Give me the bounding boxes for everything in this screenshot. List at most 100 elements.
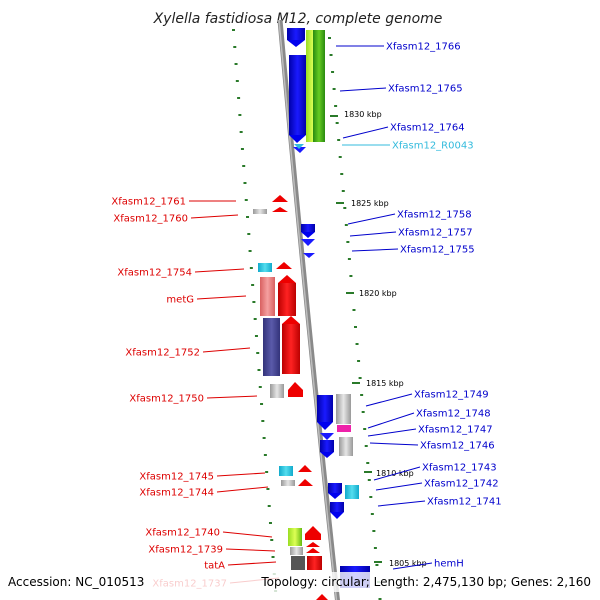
gene-label-forward[interactable]: Xfasm12_1743 xyxy=(373,463,497,481)
gene-feature-1765[interactable] xyxy=(289,55,306,143)
gene-feature-1744[interactable] xyxy=(281,479,313,486)
leader-line xyxy=(194,268,245,273)
gene-feature-1750[interactable] xyxy=(288,382,303,397)
gene-label-forward[interactable]: Xfasm12_1749 xyxy=(365,390,489,407)
gene-label-text[interactable]: Xfasm12_1747 xyxy=(418,425,493,436)
gene-feature-1746[interactable] xyxy=(320,433,353,458)
gene-feature-arrow[interactable] xyxy=(298,465,312,472)
gene-feature-1760[interactable] xyxy=(253,207,288,214)
gene-label-text[interactable]: Xfasm12_1750 xyxy=(129,394,204,405)
gene-label-text[interactable]: hemH xyxy=(434,559,464,570)
gene-label-text[interactable]: Xfasm12_1746 xyxy=(420,441,495,452)
gene-feature-tata[interactable] xyxy=(290,547,303,555)
kbp-mark: 1805 kbp xyxy=(374,559,427,568)
gene-label-text[interactable]: Xfasm12_R0043 xyxy=(392,141,474,152)
gene-label-forward[interactable]: Xfasm12_1755 xyxy=(351,245,475,256)
gene-label-forward[interactable]: Xfasm12_1766 xyxy=(336,42,461,53)
leader-line xyxy=(369,442,419,446)
gene-feature-1758[interactable] xyxy=(301,224,315,238)
kbp-mark: 1825 kbp xyxy=(336,199,389,208)
gene-label-text[interactable]: Xfasm12_1760 xyxy=(113,214,188,225)
gene-label-reverse[interactable]: Xfasm12_1754 xyxy=(117,268,245,279)
gene-label-text[interactable]: Xfasm12_1766 xyxy=(386,42,461,53)
gene-feature-1745[interactable] xyxy=(279,466,293,476)
gene-feature-1752-purple[interactable] xyxy=(263,318,280,376)
gene-label-reverse[interactable]: Xfasm12_1739 xyxy=(148,545,276,556)
leader-line xyxy=(351,248,399,252)
gene-label-reverse[interactable]: Xfasm12_1760 xyxy=(113,214,239,225)
gene-label-reverse[interactable]: tatA xyxy=(204,561,277,572)
gene-label-forward[interactable]: Xfasm12_1747 xyxy=(367,425,493,437)
gene-label-reverse[interactable]: Xfasm12_1740 xyxy=(145,528,273,539)
gene-feature-1749[interactable] xyxy=(317,395,333,430)
gene-label-text[interactable]: Xfasm12_1742 xyxy=(424,479,499,490)
gene-feature-1737[interactable] xyxy=(291,556,322,570)
gene-label-forward[interactable]: Xfasm12_1765 xyxy=(339,84,463,95)
gene-label-text[interactable]: Xfasm12_1743 xyxy=(422,463,497,474)
gene-label-text[interactable]: Xfasm12_1765 xyxy=(388,84,463,95)
svg-text:1825 kbp: 1825 kbp xyxy=(351,199,389,208)
gene-feature-1747[interactable] xyxy=(337,425,351,432)
gene-label-text[interactable]: Xfasm12_1745 xyxy=(139,472,214,483)
gene-label-forward[interactable]: Xfasm12_1742 xyxy=(375,479,499,491)
gene-label-text[interactable]: Xfasm12_1764 xyxy=(390,123,465,134)
gene-label-text[interactable]: Xfasm12_1741 xyxy=(427,497,502,508)
gene-label-text[interactable]: Xfasm12_1754 xyxy=(117,268,192,279)
gene-label-reverse[interactable]: Xfasm12_1761 xyxy=(111,197,236,208)
gene-feature-1754[interactable] xyxy=(258,263,272,272)
gene-feature-1766[interactable] xyxy=(287,28,305,47)
accession-text: Accession: NC_010513 xyxy=(8,575,144,589)
gene-label-text[interactable]: Xfasm12_1752 xyxy=(125,348,200,359)
gene-label-text[interactable]: Xfasm12_1748 xyxy=(416,409,491,420)
gene-label-text[interactable]: tatA xyxy=(204,561,225,572)
gene-label-reverse[interactable]: Xfasm12_1745 xyxy=(139,472,266,483)
gene-label-text[interactable]: Xfasm12_1755 xyxy=(400,245,475,256)
gene-label-forward[interactable]: Xfasm12_1757 xyxy=(349,228,473,239)
gene-label-forward[interactable]: Xfasm12_1748 xyxy=(367,409,491,429)
gene-label-reverse[interactable]: Xfasm12_1744 xyxy=(139,486,269,499)
gene-label-text[interactable]: metG xyxy=(166,295,194,306)
gene-label-text[interactable]: Xfasm12_1757 xyxy=(398,228,473,239)
leader-line xyxy=(202,347,251,353)
gene-label-text[interactable]: Xfasm12_1740 xyxy=(145,528,220,539)
leader-line xyxy=(222,531,273,538)
gene-label-text[interactable]: Xfasm12_1744 xyxy=(139,488,214,499)
gene-label-reverse[interactable]: Xfasm12_1752 xyxy=(125,347,251,359)
gene-label-forward[interactable]: Xfasm12_R0043 xyxy=(342,141,474,152)
gene-feature-1764[interactable] xyxy=(306,30,325,142)
gene-feature-1748[interactable] xyxy=(336,394,351,424)
leader-line xyxy=(347,213,396,225)
summary-text: Topology: circular; Length: 2,475,130 bp… xyxy=(260,575,591,589)
gene-label-text[interactable]: Xfasm12_1749 xyxy=(414,390,489,401)
svg-text:1815 kbp: 1815 kbp xyxy=(366,379,404,388)
leader-line xyxy=(227,561,277,566)
gene-feature-1752[interactable] xyxy=(282,316,300,374)
gene-label-text[interactable]: Xfasm12_1758 xyxy=(397,210,472,221)
gene-feature-arrow[interactable] xyxy=(293,147,306,153)
gene-feature-arrow[interactable] xyxy=(276,262,292,269)
gene-feature-metg[interactable] xyxy=(278,275,296,316)
gene-feature-metg-pink[interactable] xyxy=(260,277,275,316)
gene-feature-1743[interactable] xyxy=(328,483,342,499)
gene-label-forward[interactable]: hemH xyxy=(392,559,464,570)
gene-label-forward[interactable]: Xfasm12_1746 xyxy=(369,441,495,452)
rna-feature-r0043[interactable] xyxy=(294,144,304,149)
gene-label-forward[interactable]: Xfasm12_1741 xyxy=(377,497,502,508)
gene-feature-1761[interactable] xyxy=(272,195,288,202)
gene-feature-1755[interactable] xyxy=(303,253,315,258)
svg-text:1805 kbp: 1805 kbp xyxy=(389,559,427,568)
gene-feature-1750-gray[interactable] xyxy=(270,384,284,398)
gene-feature-arrow[interactable] xyxy=(316,594,328,600)
gene-label-reverse[interactable]: Xfasm12_1750 xyxy=(129,394,258,405)
gene-feature-1740[interactable] xyxy=(288,528,302,546)
gene-label-forward[interactable]: Xfasm12_1758 xyxy=(347,210,472,225)
gene-feature-1741[interactable] xyxy=(330,502,344,519)
gene-label-forward[interactable]: Xfasm12_1764 xyxy=(342,123,465,139)
gene-feature-1757[interactable] xyxy=(301,239,315,246)
gene-feature-1742[interactable] xyxy=(345,485,359,499)
gene-label-text[interactable]: Xfasm12_1761 xyxy=(111,197,186,208)
gene-feature-1739[interactable] xyxy=(305,526,321,553)
gene-label-reverse[interactable]: metG xyxy=(166,295,247,306)
gene-label-text[interactable]: Xfasm12_1739 xyxy=(148,545,223,556)
